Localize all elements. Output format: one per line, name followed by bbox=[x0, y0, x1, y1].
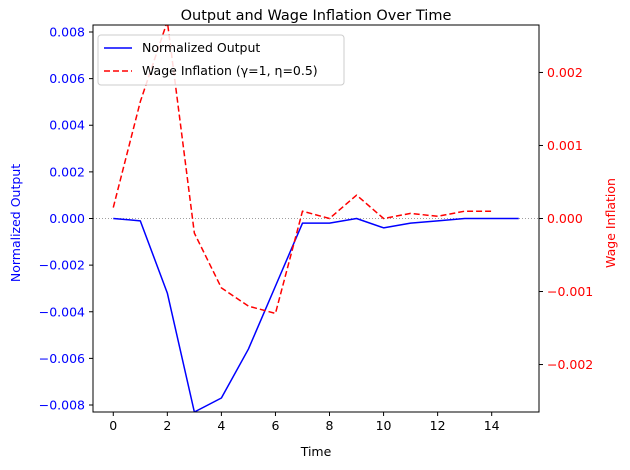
y-left-tick-label: 0.002 bbox=[49, 164, 85, 179]
y-left-tick-label: −0.006 bbox=[39, 351, 85, 366]
x-tick-label: 0 bbox=[109, 418, 117, 433]
y-left-tick-label: −0.004 bbox=[39, 304, 85, 319]
series-line-normalized-output bbox=[113, 217, 519, 412]
x-axis-label: Time bbox=[300, 444, 332, 459]
y-left-tick-label: −0.008 bbox=[39, 398, 85, 413]
legend-label-normalized-output: Normalized Output bbox=[142, 40, 260, 55]
y-right-tick-label: 0.002 bbox=[547, 65, 583, 80]
legend-label-wage-inflation: Wage Inflation (γ=1, η=0.5) bbox=[142, 63, 318, 78]
y-right-tick-label: 0.000 bbox=[547, 211, 583, 226]
y-left-tick-label: 0.004 bbox=[49, 118, 85, 133]
x-tick-label: 10 bbox=[376, 418, 392, 433]
y-right-tick-label: −0.001 bbox=[547, 284, 593, 299]
x-tick-label: 4 bbox=[217, 418, 225, 433]
x-tick-label: 14 bbox=[484, 418, 500, 433]
y-axis-left-label: Normalized Output bbox=[8, 164, 23, 282]
y-left-tick-label: 0.000 bbox=[49, 211, 85, 226]
x-tick-label: 8 bbox=[326, 418, 334, 433]
y-left-tick-label: 0.006 bbox=[49, 71, 85, 86]
x-tick-label: 12 bbox=[430, 418, 446, 433]
legend: Normalized Output Wage Inflation (γ=1, η… bbox=[97, 34, 345, 86]
y-left-tick-label: 0.008 bbox=[49, 24, 85, 39]
y-right-tick-label: 0.001 bbox=[547, 138, 583, 153]
chart-title: Output and Wage Inflation Over Time bbox=[181, 8, 452, 24]
x-tick-label: 6 bbox=[271, 418, 279, 433]
y-axis-left: −0.008 −0.006 −0.004 −0.002 0.000 0.002 0.004 0… bbox=[39, 24, 93, 413]
y-left-tick-label: −0.002 bbox=[39, 258, 85, 273]
x-axis: 0 2 4 6 8 10 12 14 bbox=[109, 412, 500, 433]
y-right-tick-label: −0.002 bbox=[547, 357, 593, 372]
series-line-wage-inflation bbox=[112, 25, 492, 315]
x-tick-label: 2 bbox=[163, 418, 171, 433]
series-layer bbox=[112, 25, 519, 412]
y-axis-right-label: Wage Inflation bbox=[603, 178, 618, 268]
y-axis-right: −0.002 −0.001 0.000 0.001 0.002 bbox=[539, 65, 593, 372]
legend-box bbox=[97, 34, 345, 86]
